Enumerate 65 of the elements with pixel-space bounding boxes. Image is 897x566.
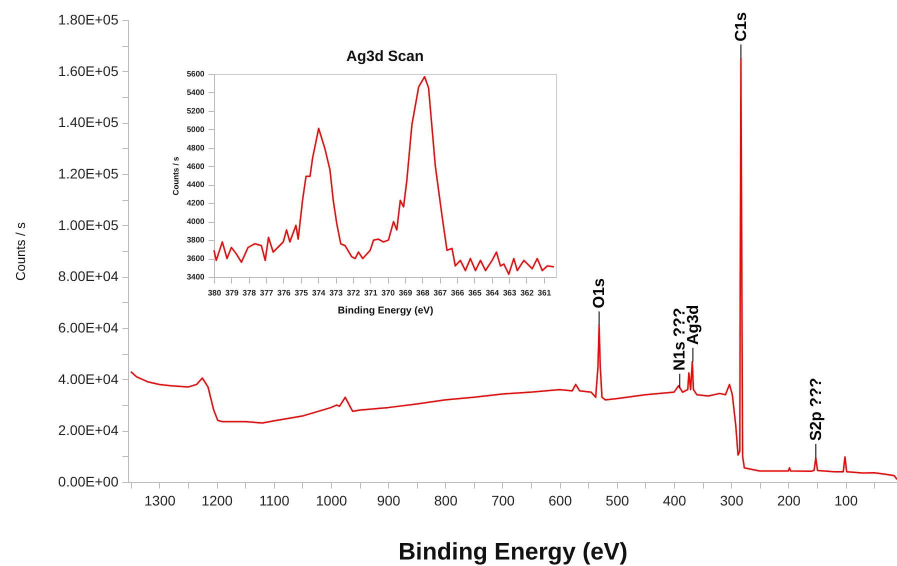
x-tick-label: 378: [242, 288, 256, 298]
x-tick-label: 371: [364, 288, 378, 298]
x-tick-label: 500: [606, 492, 630, 508]
annotation: C1s: [732, 12, 750, 42]
y-tick-label: 4000: [186, 217, 206, 226]
y-tick-label: 1.80E+05: [58, 12, 119, 28]
annotation: O1s: [591, 278, 608, 308]
y-tick-label: 3600: [186, 254, 206, 264]
x-tick-label: 363: [502, 288, 517, 298]
x-tick-label: 373: [329, 288, 344, 298]
x-tick-label: 1100: [259, 492, 290, 508]
x-tick-label: 100: [834, 492, 858, 508]
y-tick-label: 3400: [186, 272, 206, 282]
line-series: [213, 76, 555, 275]
x-axis-title: Binding Energy (eV): [338, 306, 434, 316]
x-tick-label: 367: [434, 288, 448, 298]
y-tick-label: 5400: [186, 88, 206, 97]
x-tick-label: 380: [208, 288, 222, 298]
x-tick-label: 361: [538, 288, 552, 298]
y-tick-label: 0.00E+00: [58, 474, 119, 490]
y-tick-label: 5000: [186, 124, 206, 134]
annotation: Ag3d: [684, 304, 702, 345]
x-axis-title: Binding Energy (eV): [398, 538, 628, 566]
x-tick-label: 366: [450, 288, 465, 298]
x-tick-label: 400: [662, 492, 686, 508]
x-tick-label: 364: [486, 288, 500, 298]
y-tick-label: 1.60E+05: [58, 62, 119, 79]
y-tick-label: 2.00E+04: [58, 422, 119, 438]
y-tick-label: 1.20E+05: [58, 166, 119, 182]
x-tick-label: 1300: [144, 492, 176, 508]
x-tick-label: 379: [225, 288, 240, 298]
x-tick-label: 377: [260, 288, 274, 298]
y-tick-label: 1.40E+05: [58, 114, 119, 130]
x-tick-label: 600: [548, 492, 572, 508]
y-tick-label: 6.00E+04: [58, 320, 119, 336]
x-tick-label: 700: [491, 492, 515, 508]
x-tick-label: 375: [294, 288, 309, 298]
y-tick-label: 5600: [186, 70, 206, 78]
y-tick-label: 5200: [186, 106, 206, 116]
y-tick-label: 8.00E+04: [58, 268, 119, 284]
chart-title: Ag3d Scan: [346, 48, 424, 65]
y-tick-label: 4600: [186, 162, 206, 171]
x-tick-label: 368: [416, 288, 430, 298]
annotation: S2p ???: [808, 378, 825, 441]
x-tick-label: 376: [277, 288, 292, 298]
x-tick-label: 374: [312, 288, 326, 298]
x-tick-label: 800: [434, 492, 458, 508]
x-tick-label: 1200: [202, 492, 233, 508]
x-tick-label: 369: [398, 288, 413, 298]
y-tick-label: 4800: [186, 143, 206, 152]
y-tick-label: 4200: [186, 198, 206, 208]
x-tick-label: 900: [376, 492, 401, 508]
x-tick-label: 1000: [316, 492, 348, 508]
y-tick-label: 1.00E+05: [58, 216, 119, 233]
x-tick-label: 362: [520, 288, 534, 298]
y-tick-label: 4400: [186, 180, 206, 190]
y-tick-label: 4.00E+04: [58, 370, 119, 387]
x-tick-label: 200: [777, 492, 801, 508]
y-axis-title: Counts / s: [13, 222, 28, 281]
y-axis-title: Counts / s: [172, 156, 181, 196]
x-tick-label: 300: [720, 492, 744, 508]
x-tick-label: 372: [346, 288, 361, 298]
y-tick-label: 3800: [186, 236, 206, 245]
x-tick-label: 370: [381, 288, 396, 298]
x-tick-label: 365: [468, 288, 482, 298]
